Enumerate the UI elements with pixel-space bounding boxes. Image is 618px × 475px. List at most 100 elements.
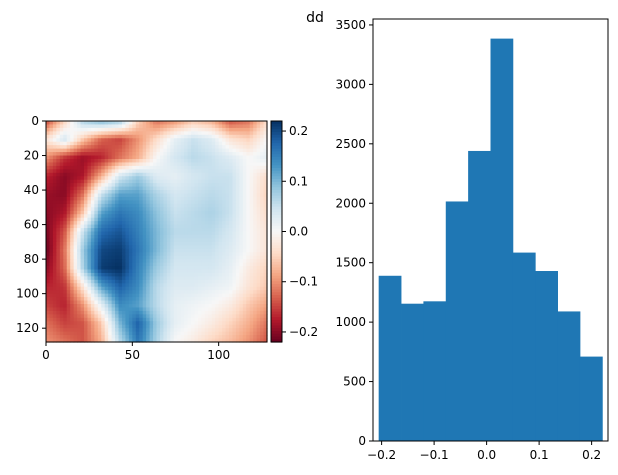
heatmap-cell — [118, 310, 123, 315]
heatmap-cell — [46, 321, 51, 326]
heatmap-cell — [77, 310, 82, 315]
heatmap-cell — [159, 338, 164, 343]
heatmap-cell — [159, 241, 164, 246]
heatmap-cell — [242, 331, 247, 336]
heatmap-cell — [222, 179, 227, 184]
heatmap-cell — [201, 169, 206, 174]
histogram-y-tick-label: 2500 — [335, 137, 366, 151]
heatmap-cell — [246, 148, 251, 153]
heatmap-cell — [146, 234, 151, 239]
heatmap-cell — [132, 283, 137, 288]
heatmap-cell — [246, 134, 251, 139]
heatmap-cell — [118, 324, 123, 329]
heatmap-cell — [229, 297, 234, 302]
heatmap-cell — [239, 304, 244, 309]
heatmap-cell — [56, 262, 61, 267]
heatmap-cell — [235, 124, 240, 129]
heatmap-cell — [142, 158, 147, 164]
heatmap-cell — [256, 210, 261, 215]
heatmap-cell — [104, 190, 109, 195]
heatmap-cell — [115, 127, 120, 132]
heatmap-cell — [139, 169, 144, 174]
heatmap-cell — [146, 293, 151, 298]
heatmap-cell — [218, 276, 223, 281]
heatmap-cell — [118, 317, 123, 322]
heatmap-cell — [215, 241, 220, 246]
heatmap-cell — [173, 124, 178, 129]
heatmap-cell — [135, 138, 140, 143]
heatmap-cell — [173, 286, 178, 291]
heatmap-cell — [104, 241, 109, 246]
heatmap-cell — [232, 286, 237, 291]
heatmap-cell — [104, 238, 109, 243]
heatmap-cell — [139, 338, 144, 343]
heatmap-cell — [128, 324, 133, 329]
heatmap-cell — [49, 155, 54, 160]
heatmap-cell — [235, 228, 240, 233]
heatmap-cell — [163, 304, 168, 309]
heatmap-cell — [94, 152, 99, 157]
heatmap-cell — [225, 293, 230, 298]
heatmap-cell — [232, 310, 237, 315]
heatmap-cell — [194, 317, 199, 322]
heatmap-cell — [153, 335, 158, 340]
heatmap-cell — [125, 276, 130, 281]
heatmap-cell — [101, 183, 106, 188]
heatmap-cell — [204, 314, 209, 319]
heatmap-cell — [56, 155, 61, 160]
heatmap-cell — [232, 314, 237, 319]
heatmap-cell — [118, 328, 123, 333]
heatmap-cell — [235, 241, 240, 246]
heatmap-cell — [111, 234, 116, 239]
heatmap-cell — [249, 148, 254, 153]
heatmap-cell — [146, 210, 151, 215]
heatmap-cell — [101, 317, 106, 322]
heatmap-cell — [77, 228, 82, 233]
heatmap-cell — [115, 131, 120, 136]
heatmap-cell — [104, 286, 109, 291]
heatmap-cell — [170, 283, 175, 288]
heatmap-cell — [222, 304, 227, 309]
heatmap-cell — [80, 317, 85, 322]
heatmap-cell — [260, 276, 265, 281]
heatmap-cell — [80, 255, 85, 260]
heatmap-cell — [159, 210, 164, 215]
heatmap-cell — [66, 210, 71, 215]
heatmap-cell — [77, 186, 82, 191]
heatmap-cell — [83, 321, 89, 326]
heatmap-cell — [249, 141, 254, 146]
heatmap-cell — [101, 338, 106, 343]
heatmap-cell — [201, 141, 206, 146]
heatmap-cell — [180, 310, 185, 315]
heatmap-cell — [73, 245, 78, 250]
heatmap-cell — [135, 134, 140, 139]
heatmap-cell — [139, 207, 144, 212]
heatmap-cell — [184, 210, 189, 215]
heatmap-cell — [166, 269, 171, 274]
heatmap-cell — [222, 335, 227, 340]
colorbar-segment — [271, 151, 282, 155]
heatmap-cell — [139, 272, 144, 277]
heatmap-cell — [125, 307, 130, 312]
heatmap-cell — [242, 314, 247, 319]
heatmap-cell — [115, 324, 120, 329]
heatmap-cell — [59, 141, 64, 146]
heatmap-cell — [208, 328, 213, 333]
heatmap-cell — [260, 266, 265, 271]
heatmap-cell — [108, 121, 113, 126]
heatmap-cell — [115, 328, 120, 333]
heatmap-cell — [180, 196, 185, 202]
heatmap-cell — [125, 210, 130, 215]
heatmap-cell — [159, 324, 164, 329]
heatmap-cell — [159, 248, 164, 253]
heatmap-cell — [173, 179, 178, 184]
heatmap-cell — [83, 148, 89, 153]
heatmap-cell — [191, 317, 196, 322]
heatmap-cell — [46, 310, 51, 315]
heatmap-cell — [139, 217, 144, 222]
heatmap-cell — [201, 214, 206, 219]
heatmap-cell — [208, 172, 213, 177]
heatmap-cell — [139, 186, 144, 191]
heatmap-cell — [80, 190, 85, 195]
heatmap-cell — [111, 134, 116, 139]
